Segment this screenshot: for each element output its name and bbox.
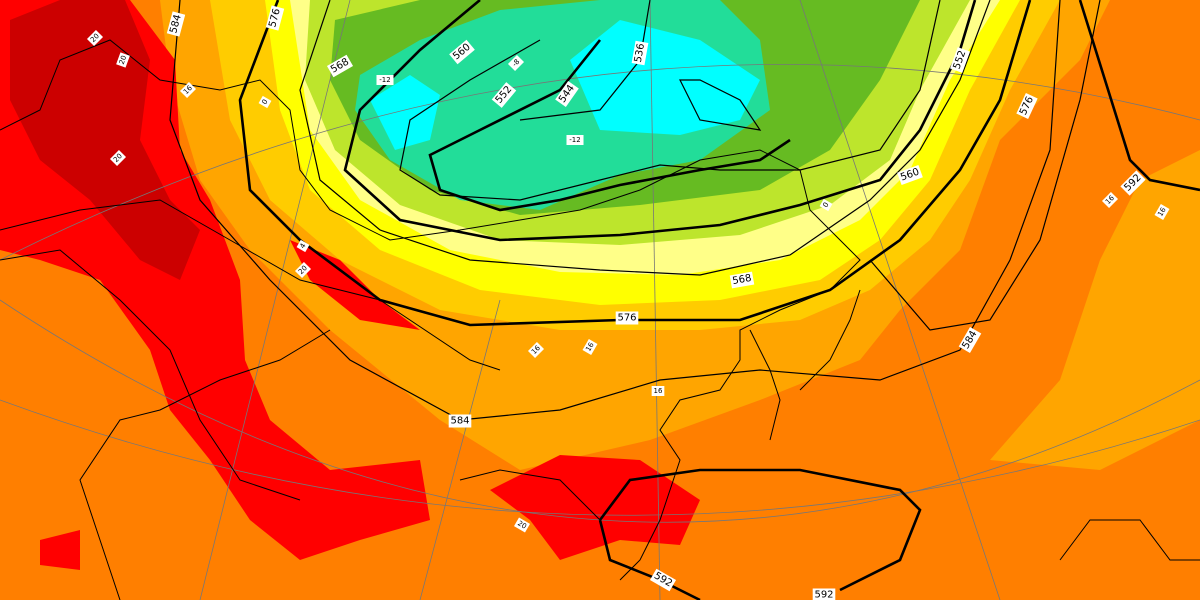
contour-560 bbox=[343, 0, 977, 242]
temperature-label: 16 bbox=[1154, 204, 1170, 220]
temperature-label-text: -8 bbox=[511, 58, 522, 69]
shade-red bbox=[0, 0, 700, 570]
temperature-label: 20 bbox=[86, 29, 104, 47]
temperature-label-text: 0 bbox=[260, 98, 269, 106]
contour-536 bbox=[519, 0, 651, 121]
contour-568 bbox=[299, 0, 991, 276]
temperature-label-text: 20 bbox=[118, 54, 129, 65]
height-label: 584 bbox=[448, 414, 472, 428]
temperature-label-text: 4 bbox=[298, 242, 307, 250]
height-label: 576 bbox=[1016, 93, 1038, 119]
height-label: 552 bbox=[950, 47, 970, 73]
latitude-line bbox=[0, 399, 1200, 516]
height-label: 560 bbox=[897, 165, 923, 185]
temperature-label: 20 bbox=[109, 149, 127, 167]
temperature-label: 16 bbox=[1101, 191, 1119, 209]
temperature-label: 16 bbox=[582, 339, 598, 355]
temperature-label: -12 bbox=[566, 135, 584, 145]
longitude-line bbox=[649, 0, 661, 600]
longitude-line bbox=[799, 0, 1001, 600]
height-label: 584 bbox=[166, 11, 186, 37]
height-label-text: 592 bbox=[814, 590, 833, 600]
temperature-label-text: 16 bbox=[584, 341, 596, 353]
temperature-label-text: 16 bbox=[1156, 206, 1168, 218]
height-label: 576 bbox=[265, 5, 285, 31]
temperature-label: 20 bbox=[514, 517, 530, 533]
temperature-labels: 20 20 16 20 0 4 20 -12 -8 -12 0 16 16 16 20 16 16 bbox=[86, 29, 1170, 533]
temperature-label: -8 bbox=[507, 54, 525, 72]
temperature-label-text: 20 bbox=[112, 152, 124, 164]
latitude-line bbox=[0, 64, 1200, 261]
height-label-text: 576 bbox=[267, 7, 283, 28]
height-label-text: 576 bbox=[617, 313, 636, 324]
shade-cyan bbox=[370, 20, 760, 150]
temperature-label: -12 bbox=[376, 75, 394, 85]
longitude-line bbox=[419, 299, 501, 600]
temperature-label-text: 16 bbox=[654, 387, 663, 395]
height-label: 592 bbox=[812, 588, 836, 600]
contour-592 bbox=[598, 0, 1200, 600]
temperature-label: 20 bbox=[116, 52, 130, 68]
coastline bbox=[1059, 519, 1200, 561]
temperature-label: 4 bbox=[296, 239, 310, 253]
shade-dark-red bbox=[10, 0, 200, 280]
contour-584 bbox=[169, 0, 1061, 421]
temperature-label: 0 bbox=[819, 198, 833, 212]
temperature-label-text: -12 bbox=[569, 136, 580, 144]
border bbox=[0, 199, 601, 521]
temperature-label-text: 20 bbox=[89, 32, 101, 44]
height-label-text: 584 bbox=[168, 13, 184, 34]
coastlines-borders bbox=[0, 39, 1200, 600]
height-label: 536 bbox=[631, 40, 649, 66]
height-label-text: 568 bbox=[732, 273, 753, 287]
temperature-label: 16 bbox=[651, 386, 665, 396]
contour-536-inner bbox=[679, 79, 762, 131]
temperature-label: 0 bbox=[258, 95, 272, 109]
contour-544 bbox=[428, 39, 791, 212]
temperature-label-text: 0 bbox=[821, 201, 830, 209]
temperature-label-text: 20 bbox=[297, 264, 309, 276]
contour-584-east bbox=[869, 0, 1101, 331]
temperature-label: 16 bbox=[527, 341, 545, 359]
height-label-text: 584 bbox=[450, 416, 469, 427]
temperature-label: 16 bbox=[179, 81, 197, 99]
coastline bbox=[0, 39, 861, 581]
height-label-text: 536 bbox=[633, 43, 647, 64]
height-label: 568 bbox=[729, 271, 755, 289]
temperature-label-text: 20 bbox=[516, 519, 528, 530]
longitude-line bbox=[199, 0, 351, 600]
temperature-label: 20 bbox=[294, 261, 312, 279]
contour-552 bbox=[399, 0, 941, 201]
height-label: 576 bbox=[615, 311, 639, 325]
temperature-label-text: -12 bbox=[379, 76, 390, 84]
